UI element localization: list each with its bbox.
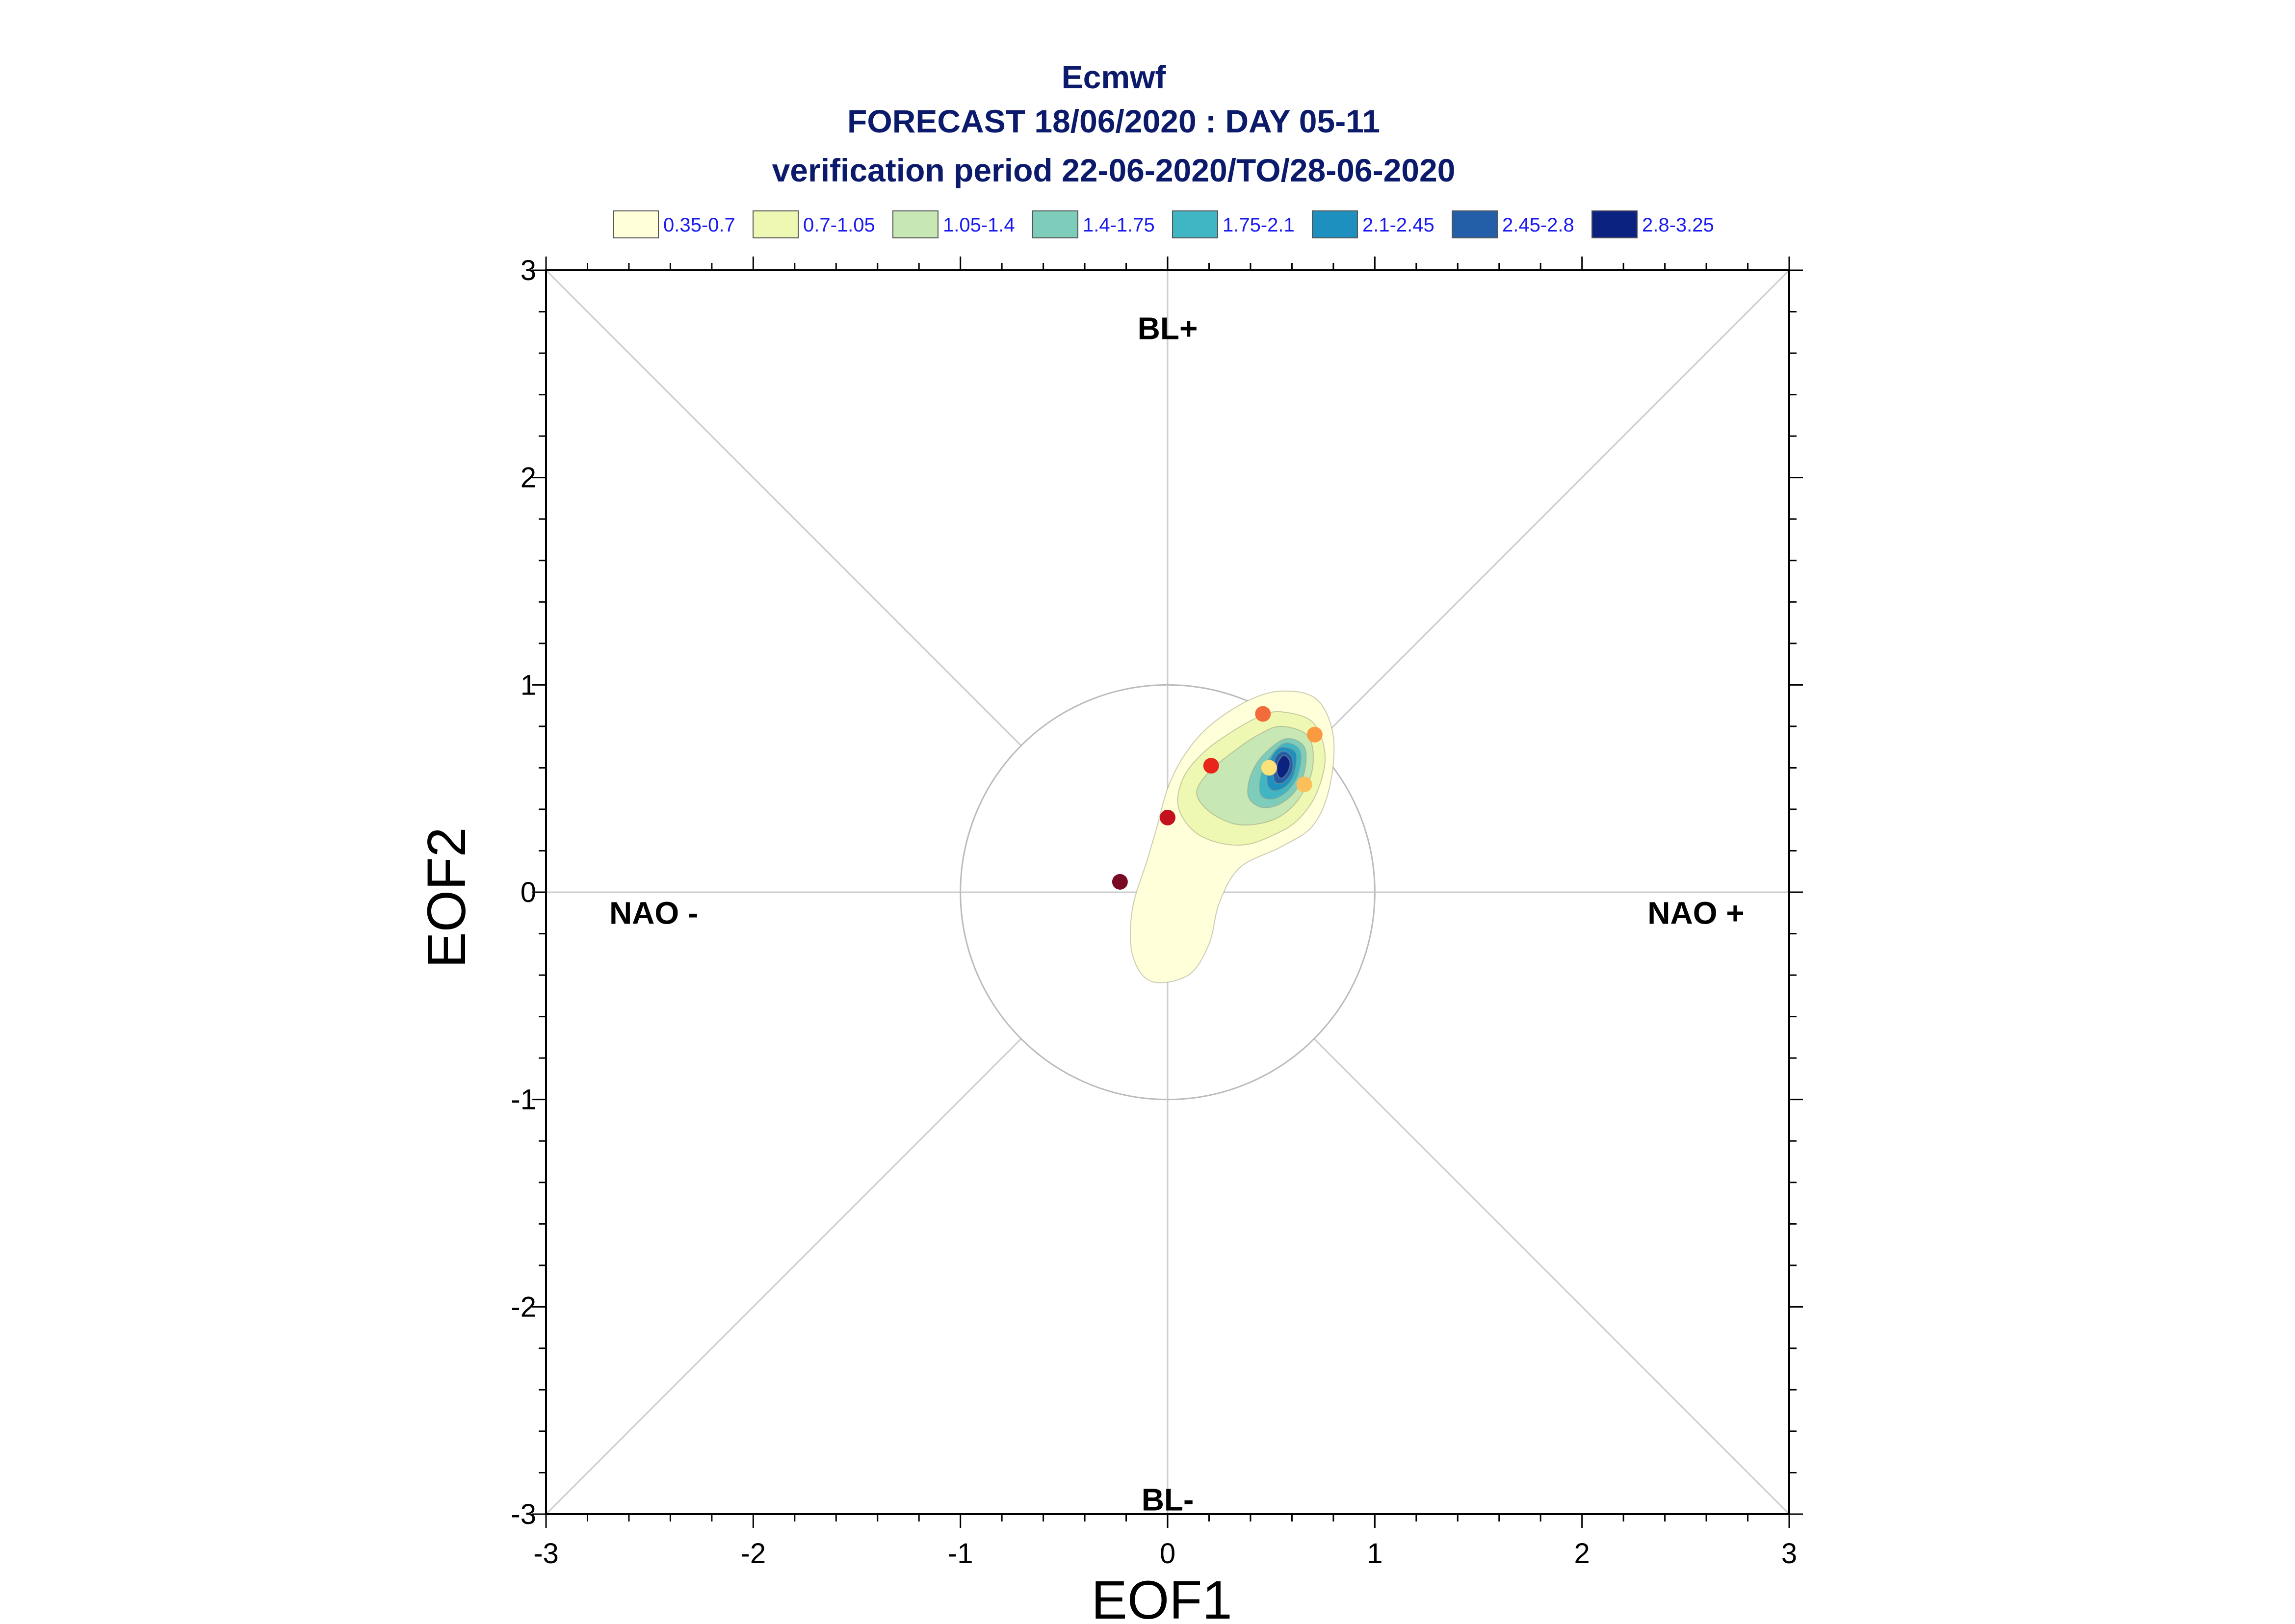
y-tick-label: 2	[521, 462, 536, 494]
data-point	[1160, 809, 1175, 825]
plot-area: -3 -2 -1 0 1 2 3 -3 -2 -1 0 1 2 3 BL+ BL- NAO - NAO +	[511, 255, 1803, 1570]
x-tick-label: 0	[1160, 1538, 1175, 1570]
y-axis-title: EOF2	[417, 827, 477, 968]
legend-swatch	[1452, 210, 1498, 238]
data-point	[1112, 874, 1128, 890]
legend-swatch	[753, 210, 799, 238]
x-tick-label: 2	[1574, 1538, 1590, 1570]
legend-swatch	[1312, 210, 1358, 238]
data-point	[1255, 706, 1271, 722]
data-point	[1203, 758, 1219, 774]
axis-ticks: -3 -2 -1 0 1 2 3 -3 -2 -1 0 1 2 3	[511, 255, 1803, 1570]
y-tick-label: 0	[521, 876, 536, 908]
data-point	[1261, 760, 1277, 776]
x-tick-label: 3	[1781, 1538, 1797, 1570]
x-axis-title: EOF1	[1091, 1570, 1232, 1624]
legend-swatch	[892, 210, 939, 238]
legend-label: 2.1-2.45	[1362, 214, 1434, 236]
legend-swatch	[1172, 210, 1218, 238]
regime-label: BL-	[1142, 1482, 1194, 1517]
data-point	[1306, 726, 1323, 743]
y-tick-label: -2	[511, 1291, 536, 1323]
y-tick-label: -1	[511, 1084, 536, 1116]
chart-title-line-1: Ecmwf	[1062, 59, 1167, 95]
x-tick-label: -1	[948, 1538, 973, 1570]
legend-label: 0.35-0.7	[663, 214, 735, 236]
legend-label: 1.4-1.75	[1083, 214, 1155, 236]
chart-title-line-2: FORECAST 18/06/2020 : DAY 05-11	[847, 103, 1380, 139]
regime-label: BL+	[1138, 310, 1198, 346]
legend-label: 2.8-3.25	[1642, 214, 1714, 236]
chart-title-line-3: verification period 22-06-2020/TO/28-06-…	[772, 152, 1456, 188]
legend-swatch	[1032, 210, 1078, 238]
y-tick-label: 1	[521, 669, 536, 701]
density-contour	[1276, 755, 1291, 779]
data-point	[1296, 776, 1312, 793]
x-tick-label: -2	[741, 1538, 766, 1570]
density-contours	[1129, 690, 1335, 983]
legend-swatch	[1591, 210, 1638, 238]
legend-label: 1.05-1.4	[943, 214, 1015, 236]
y-tick-label: 3	[521, 255, 536, 286]
regime-label: NAO -	[609, 895, 698, 930]
legend: 0.35-0.7 0.7-1.05 1.05-1.4 1.4-1.75 1.75-2.1…	[613, 210, 1714, 238]
legend-label: 0.7-1.05	[803, 214, 875, 236]
regime-labels: BL+ BL- NAO - NAO +	[609, 310, 1745, 1517]
legend-label: 1.75-2.1	[1223, 214, 1295, 236]
x-tick-label: -3	[533, 1538, 559, 1570]
legend-label: 2.45-2.8	[1502, 214, 1574, 236]
regime-label: NAO +	[1647, 895, 1744, 930]
data-points	[1112, 706, 1323, 890]
legend-swatch	[613, 210, 659, 238]
y-tick-label: -3	[511, 1498, 536, 1530]
x-tick-label: 1	[1367, 1538, 1382, 1570]
